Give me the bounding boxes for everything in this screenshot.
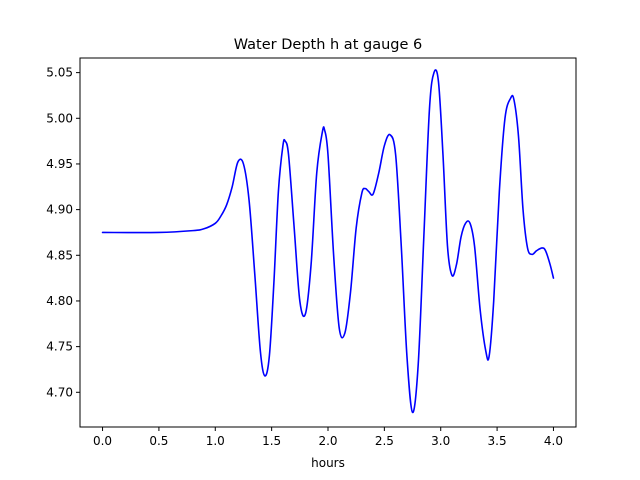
x-tick-label: 1.5 [262,434,281,448]
x-tick-label: 2.0 [318,434,337,448]
x-tick-label: 4.0 [544,434,563,448]
x-tick-label: 3.0 [431,434,450,448]
y-tick-label: 4.80 [46,294,73,308]
series-line-0 [101,69,555,414]
chart-title: Water Depth h at gauge 6 [234,37,422,53]
y-tick-label: 4.75 [46,340,73,354]
y-tick-label: 5.05 [46,66,73,80]
y-tick-label: 4.70 [46,385,73,399]
x-tick-label: 0.5 [149,434,168,448]
x-tick-label: 3.5 [488,434,507,448]
x-tick-label: 2.5 [375,434,394,448]
x-axis-label: hours [311,456,345,470]
y-tick-label: 4.90 [46,203,73,217]
plot-area: 0.0 0.5 1.0 1.5 2.0 2.5 3.0 3.5 4.0 4.70 4.75 4.80 4… [46,57,577,448]
y-tick-label: 4.85 [46,248,73,262]
y-tick-label: 5.00 [46,111,73,125]
y-tick-label: 4.95 [46,157,73,171]
x-tick-label: 1.0 [206,434,225,448]
x-tick-label: 0.0 [93,434,112,448]
